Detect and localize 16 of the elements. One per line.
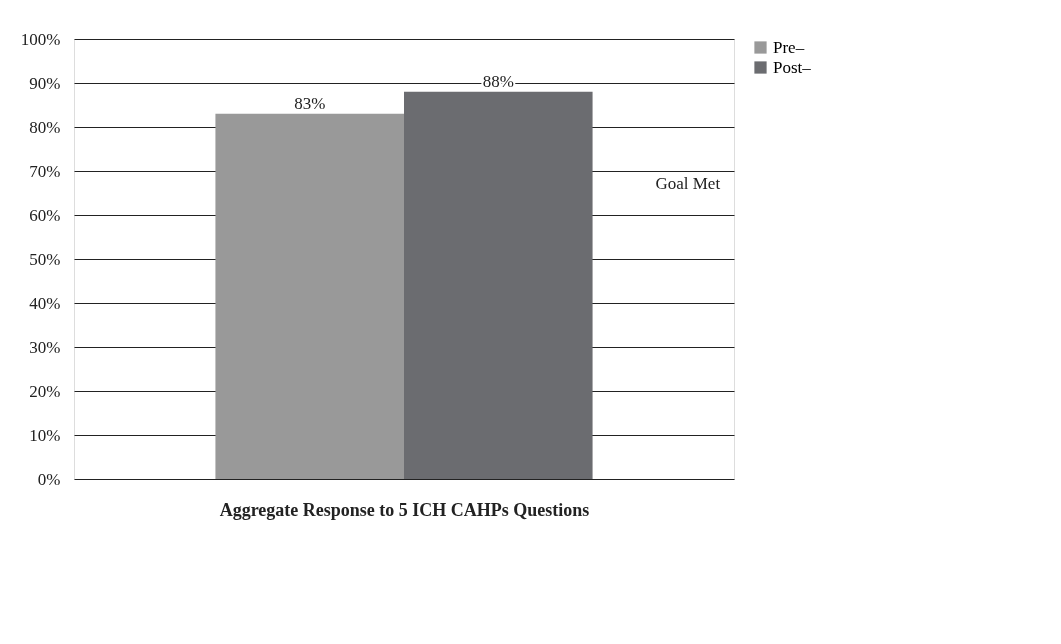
y-tick-label: 40% [29,293,61,313]
y-tick-label: 100% [20,29,61,49]
y-tick-label: 50% [29,249,61,269]
x-axis-title: Aggregate Response to 5 ICH CAHPs Questions [219,499,590,520]
y-tick-label: 10% [29,425,61,445]
y-tick-label: 30% [29,337,61,357]
data-label: 83% [294,93,326,113]
y-tick-label: 90% [29,73,61,93]
annotation: Goal Met [655,174,721,194]
y-tick-label: 80% [29,117,61,137]
legend-label: Pre– [773,37,805,57]
legend-label: Post– [773,57,812,77]
y-tick-label: 70% [29,161,61,181]
y-tick-label: 0% [37,469,61,489]
y-tick-label: 20% [29,381,61,401]
y-tick-label: 60% [29,205,61,225]
